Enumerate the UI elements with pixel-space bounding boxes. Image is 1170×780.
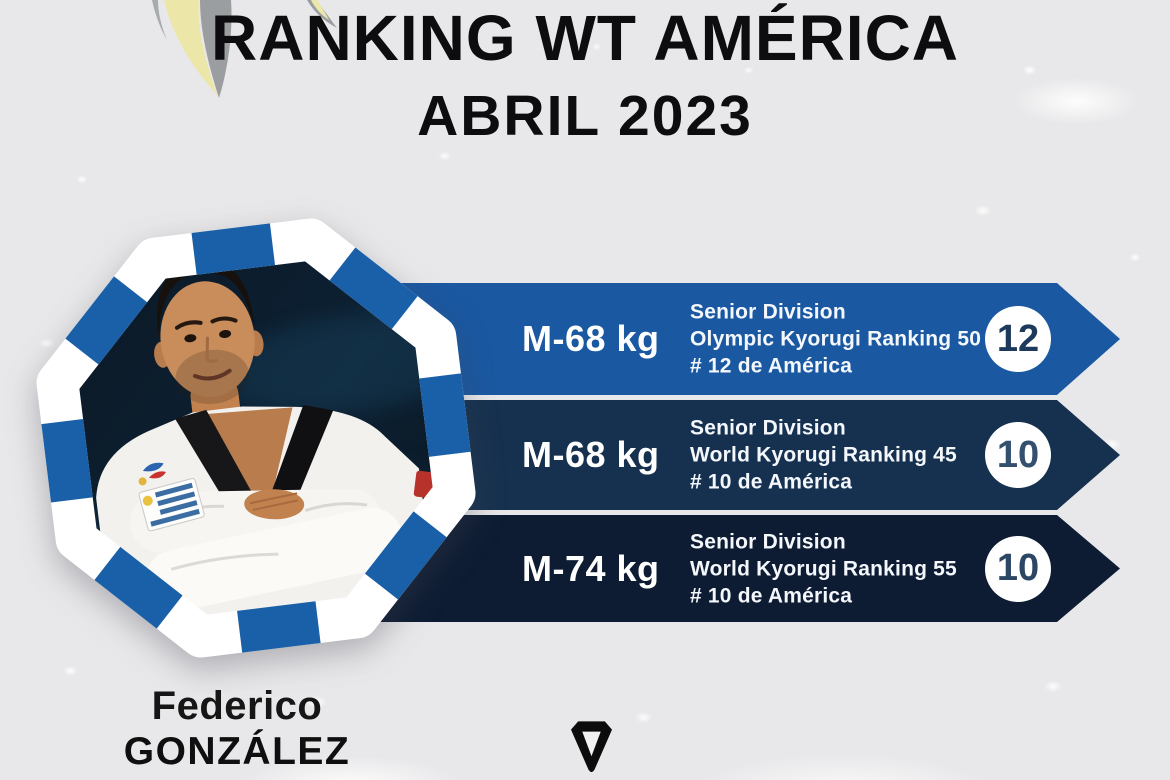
continental-rank-label: # 10 de América	[690, 470, 853, 494]
athlete-first-name: Federico	[151, 684, 323, 728]
ranking-detail-label: World Kyorugi Ranking 55	[690, 557, 957, 580]
ranking-detail-label: Olympic Kyorugi Ranking 50	[690, 327, 982, 351]
ranking-details: Senior Division Olympic Kyorugi Ranking …	[690, 299, 981, 380]
rank-badge: 10	[985, 536, 1051, 602]
rank-number: 10	[996, 433, 1040, 476]
division-label: Senior Division	[690, 300, 846, 324]
rank-number: 10	[996, 547, 1040, 589]
continental-rank-label: # 10 de América	[690, 584, 853, 607]
rank-number: 12	[996, 317, 1040, 360]
athlete-last-name: GONZÁLEZ	[123, 730, 351, 773]
ranking-details: Senior Division World Kyorugi Ranking 45…	[690, 415, 957, 496]
division-label: Senior Division	[690, 416, 846, 440]
weight-class-label: M-68 kg	[522, 434, 660, 475]
v-badge-logo	[571, 721, 612, 773]
weight-class-label: M-74 kg	[522, 547, 660, 589]
ranking-detail-label: World Kyorugi Ranking 45	[690, 443, 957, 467]
rank-badge: 10	[985, 422, 1051, 488]
athlete-photo	[35, 217, 477, 659]
weight-class-label: M-68 kg	[522, 318, 660, 359]
division-label: Senior Division	[690, 530, 846, 553]
athlete-name: Federico GONZÁLEZ	[57, 684, 417, 774]
ranking-details: Senior Division World Kyorugi Ranking 55…	[690, 528, 957, 609]
rank-badge: 12	[985, 306, 1051, 372]
continental-rank-label: # 12 de América	[690, 354, 853, 378]
